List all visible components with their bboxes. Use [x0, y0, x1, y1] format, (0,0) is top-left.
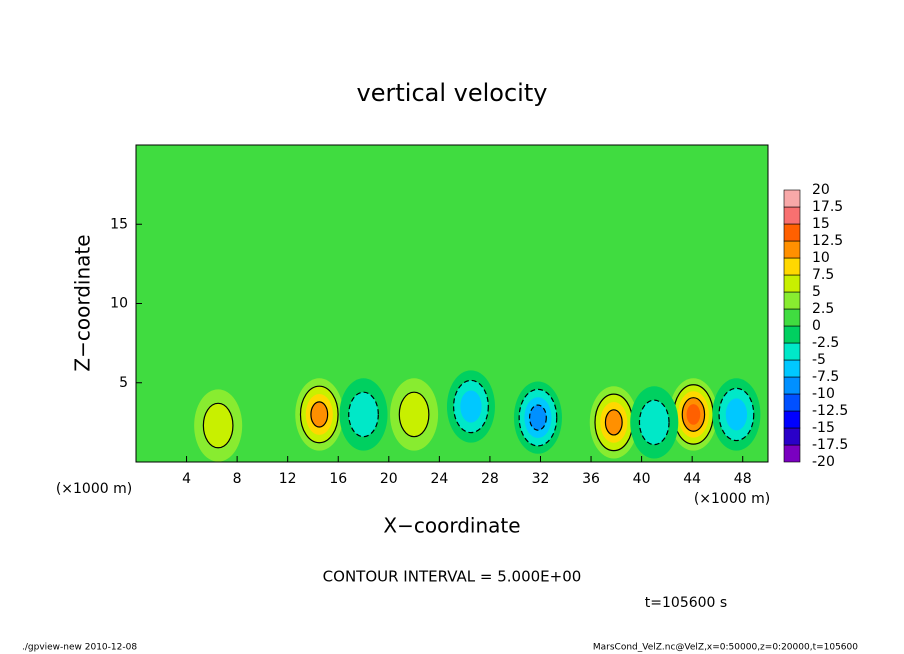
contour-region	[638, 399, 670, 446]
colorbar-label: -10	[812, 386, 835, 402]
contour-note: CONTOUR INTERVAL = 5.000E+00	[323, 568, 582, 586]
colorbar-band	[783, 257, 801, 276]
colorbar-band	[783, 444, 801, 463]
colorbar-band	[783, 393, 801, 412]
colorbar-label: -5	[812, 352, 826, 368]
y-tick-label: 10	[110, 296, 128, 312]
contour-region	[398, 391, 430, 438]
contour-region	[528, 404, 547, 431]
x-unit: (×1000 m)	[694, 491, 770, 507]
field	[136, 145, 768, 462]
contour-region	[725, 398, 748, 431]
colorbar-label: -7.5	[812, 369, 839, 385]
colorbar-band	[783, 240, 801, 259]
colorbar-band	[783, 274, 801, 293]
contour-region	[686, 404, 701, 425]
x-tick-label: 48	[734, 471, 752, 487]
colorbar-label: 20	[812, 182, 830, 198]
footer-right: MarsCond_VelZ.nc@VelZ,x=0:50000,z=0:2000…	[593, 643, 858, 653]
colorbar-band	[783, 342, 801, 361]
x-tick-label: 40	[633, 471, 651, 487]
x-tick-label: 4	[182, 471, 191, 487]
x-tick-label: 12	[279, 471, 297, 487]
chart-title: vertical velocity	[357, 79, 548, 107]
y-axis-label: Z−coordinate	[71, 234, 95, 371]
x-tick-label: 20	[380, 471, 398, 487]
x-unit: (×1000 m)	[56, 481, 132, 497]
x-tick-label: 24	[430, 471, 448, 487]
colorbar-label: -20	[812, 454, 835, 470]
contour-region	[604, 409, 623, 436]
colorbar-band	[783, 291, 801, 310]
colorbar-label: -17.5	[812, 437, 848, 453]
colorbar-band	[783, 308, 801, 327]
contour-region	[310, 401, 329, 428]
x-tick-label: 44	[683, 471, 701, 487]
contour-region	[348, 391, 379, 438]
y-tick-label: 15	[110, 216, 128, 232]
time-label: t=105600 s	[645, 595, 727, 611]
colorbar-label: -2.5	[812, 335, 839, 351]
colorbar-label: -15	[812, 420, 835, 436]
colorbar-label: 15	[812, 216, 830, 232]
contour-region	[202, 402, 234, 449]
colorbar-label: 17.5	[812, 199, 843, 215]
colorbar-label: 7.5	[812, 267, 834, 283]
colorbar-label: 12.5	[812, 233, 843, 249]
colorbar-band	[783, 359, 801, 378]
contour-region	[460, 390, 482, 423]
colorbar-label: 5	[812, 284, 821, 300]
colorbar-label: 10	[812, 250, 830, 266]
x-tick-label: 8	[233, 471, 242, 487]
y-tick-label: 5	[119, 375, 128, 391]
colorbar-band	[783, 376, 801, 395]
colorbar-band	[783, 427, 801, 446]
colorbar-band	[783, 325, 801, 344]
x-axis-label: X−coordinate	[383, 514, 520, 538]
footer-left: ./gpview-new 2010-12-08	[22, 643, 137, 653]
x-tick-label: 32	[532, 471, 550, 487]
colorbar-label: 2.5	[812, 301, 834, 317]
colorbar-band	[783, 206, 801, 225]
colorbar-band	[783, 189, 801, 208]
colorbar-label: -12.5	[812, 403, 848, 419]
x-tick-label: 36	[582, 471, 600, 487]
x-tick-label: 28	[481, 471, 499, 487]
colorbar-band	[783, 223, 801, 242]
colorbar-label: 0	[812, 318, 821, 334]
colorbar-band	[783, 410, 801, 429]
x-tick-label: 16	[329, 471, 347, 487]
